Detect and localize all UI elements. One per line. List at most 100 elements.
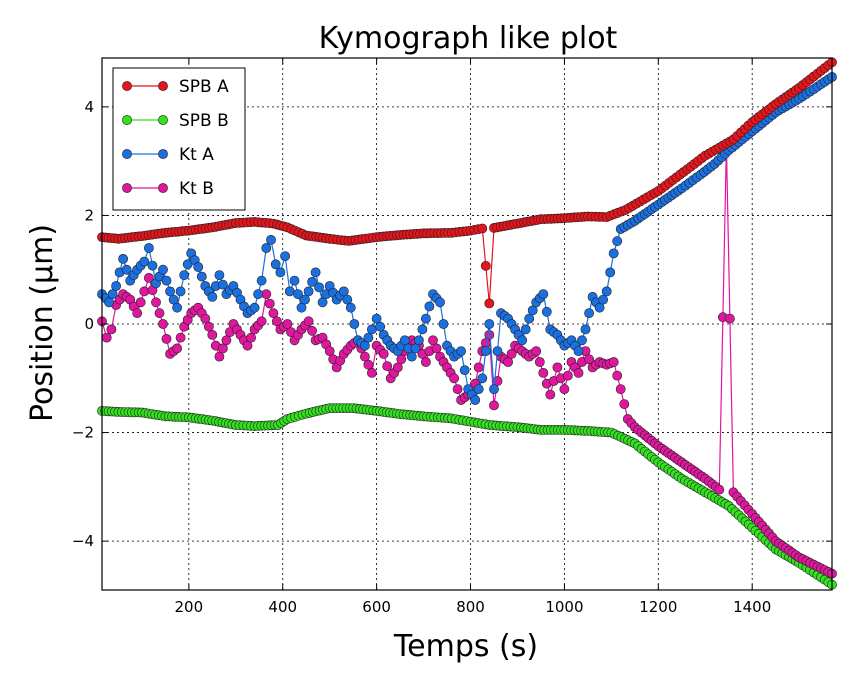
data-point bbox=[619, 399, 630, 409]
data-point bbox=[203, 321, 214, 332]
data-point bbox=[563, 370, 573, 381]
data-point bbox=[428, 335, 438, 346]
data-point bbox=[345, 302, 356, 313]
data-point bbox=[284, 286, 295, 297]
legend-marker bbox=[158, 115, 168, 125]
legend-label: Kt A bbox=[179, 145, 214, 165]
legend-marker bbox=[122, 81, 132, 91]
data-point bbox=[484, 298, 495, 309]
legend-item: SPB A bbox=[122, 77, 229, 97]
data-point bbox=[456, 346, 466, 356]
x-tick-label: 600 bbox=[362, 598, 391, 616]
data-point bbox=[168, 294, 179, 305]
data-point bbox=[314, 282, 324, 293]
data-point bbox=[196, 271, 207, 282]
data-point bbox=[431, 343, 442, 354]
data-point bbox=[307, 276, 317, 287]
data-point bbox=[714, 484, 725, 495]
data-point bbox=[559, 384, 570, 394]
data-point bbox=[382, 361, 393, 371]
data-point bbox=[594, 302, 605, 313]
data-point bbox=[154, 308, 165, 318]
data-point bbox=[256, 275, 267, 286]
legend-label: SPB A bbox=[179, 77, 229, 97]
legend-marker bbox=[122, 183, 132, 193]
x-axis-label: Temps (s) bbox=[393, 629, 538, 664]
data-point bbox=[473, 362, 484, 373]
series-kt-a bbox=[97, 72, 837, 405]
data-point bbox=[541, 306, 552, 317]
data-point bbox=[256, 316, 267, 327]
series-line bbox=[101, 407, 833, 586]
data-point bbox=[473, 384, 484, 394]
data-point bbox=[605, 267, 616, 278]
data-point bbox=[107, 289, 118, 299]
y-tick-label: 2 bbox=[84, 206, 94, 224]
data-point bbox=[534, 357, 545, 367]
data-point bbox=[492, 346, 503, 356]
data-point bbox=[420, 357, 431, 367]
data-point bbox=[111, 281, 121, 291]
data-point bbox=[207, 291, 218, 302]
data-point bbox=[406, 351, 417, 362]
data-point bbox=[608, 248, 619, 259]
data-point bbox=[143, 243, 154, 253]
data-point bbox=[366, 367, 377, 378]
data-point bbox=[417, 324, 428, 335]
legend-marker bbox=[158, 183, 168, 193]
data-point bbox=[221, 335, 232, 346]
data-point bbox=[175, 332, 186, 343]
data-point bbox=[101, 332, 112, 343]
data-point bbox=[300, 294, 310, 305]
data-point bbox=[413, 335, 424, 346]
data-point bbox=[261, 243, 272, 253]
data-point bbox=[371, 313, 382, 324]
data-point bbox=[489, 400, 499, 411]
legend-item: Kt A bbox=[122, 145, 214, 165]
legend: SPB A SPB B Kt A Kt B bbox=[112, 67, 246, 211]
data-point bbox=[268, 308, 279, 318]
data-point bbox=[359, 351, 370, 362]
data-point bbox=[275, 267, 286, 278]
data-point bbox=[172, 302, 182, 313]
data-point bbox=[179, 270, 190, 280]
data-point bbox=[266, 234, 276, 245]
data-point bbox=[317, 297, 328, 308]
legend-marker bbox=[158, 81, 168, 91]
y-tick-label: −2 bbox=[72, 424, 94, 442]
data-point bbox=[151, 297, 161, 308]
data-point bbox=[363, 332, 374, 343]
data-point bbox=[242, 340, 253, 351]
data-point bbox=[338, 286, 349, 297]
y-axis-label: Position (µm) bbox=[25, 224, 60, 422]
series-layer bbox=[97, 57, 837, 590]
data-point bbox=[324, 346, 335, 356]
data-point bbox=[349, 319, 360, 329]
data-point bbox=[158, 319, 168, 329]
data-point bbox=[577, 335, 587, 346]
data-point bbox=[538, 367, 549, 378]
data-point bbox=[538, 289, 549, 299]
data-point bbox=[573, 346, 584, 356]
data-point bbox=[172, 343, 182, 354]
data-point bbox=[143, 272, 154, 283]
data-point bbox=[580, 324, 591, 335]
data-point bbox=[584, 354, 594, 365]
data-point bbox=[253, 289, 263, 299]
data-point bbox=[470, 395, 481, 405]
data-point bbox=[342, 294, 353, 305]
data-point bbox=[249, 302, 260, 313]
data-point bbox=[135, 297, 146, 308]
data-point bbox=[420, 313, 431, 324]
data-point bbox=[139, 256, 150, 267]
data-point bbox=[531, 346, 542, 356]
data-point bbox=[217, 343, 228, 354]
data-point bbox=[158, 264, 168, 275]
data-point bbox=[503, 357, 513, 367]
data-point bbox=[480, 346, 491, 356]
data-point bbox=[289, 275, 300, 286]
data-point bbox=[435, 297, 445, 308]
data-point bbox=[598, 294, 608, 305]
data-point bbox=[520, 324, 531, 335]
